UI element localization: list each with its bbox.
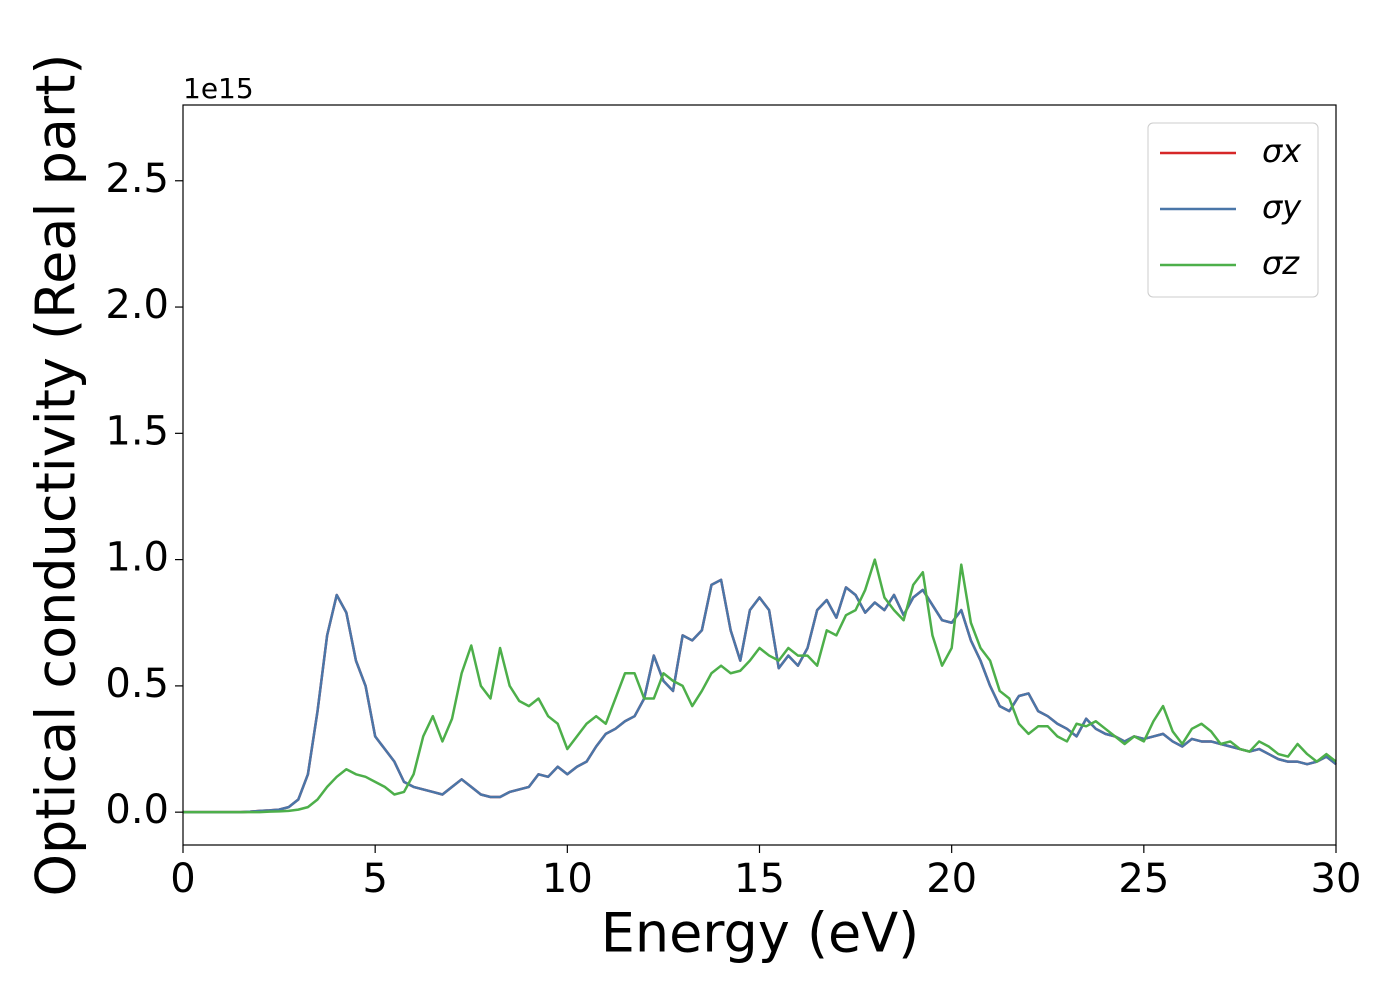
series-line [183, 578, 1337, 814]
y-tick-label: 1.0 [105, 535, 169, 581]
y-tick-label: 0.0 [105, 787, 169, 833]
y-offset-label: 1e15 [183, 72, 254, 105]
x-tick-label: 0 [170, 856, 195, 902]
x-axis-label: Energy (eV) [601, 902, 920, 965]
y-tick-label: 2.5 [105, 156, 169, 202]
x-tick-label: 10 [542, 856, 593, 902]
series-line [183, 578, 1337, 814]
x-tick-label: 25 [1118, 856, 1169, 902]
x-tick-label: 5 [362, 856, 387, 902]
x-tick-label: 20 [926, 856, 977, 902]
x-tick-label: 15 [734, 856, 785, 902]
legend-label: σy [1262, 188, 1302, 226]
y-tick-label: 1.5 [105, 408, 169, 454]
legend-label: σz [1262, 244, 1300, 282]
x-tick-label: 30 [1311, 856, 1362, 902]
y-tick-label: 0.5 [105, 661, 169, 707]
y-axis-label: Optical conductivity (Real part) [25, 54, 88, 897]
legend: σx σy σz [1147, 122, 1319, 298]
series-line [183, 558, 1337, 814]
plot-frame [182, 104, 1337, 846]
legend-label: σx [1262, 132, 1302, 170]
y-tick-label: 2.0 [105, 282, 169, 328]
